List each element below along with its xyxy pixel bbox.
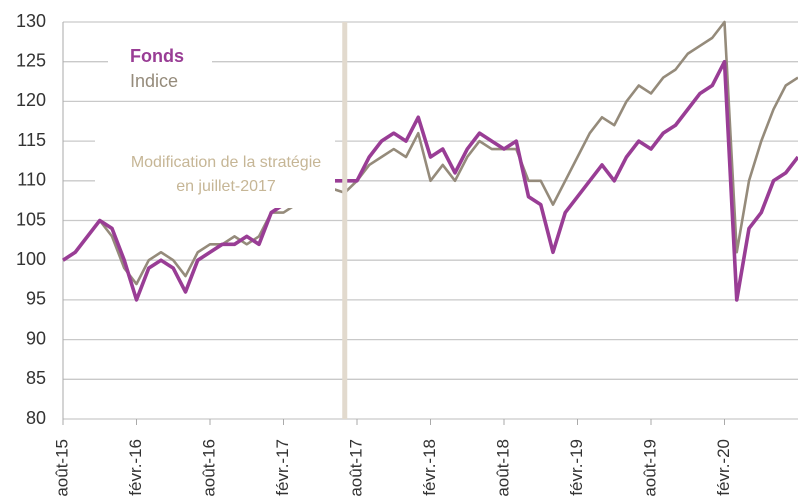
y-tick-label: 85 xyxy=(26,368,46,388)
x-tick-label: août-19 xyxy=(640,439,659,497)
annotation-text: Modification de la stratégie xyxy=(131,154,321,171)
series-line xyxy=(62,59,798,302)
x-tick-label: févr.-17 xyxy=(273,439,292,496)
x-tick-label: août-17 xyxy=(346,439,365,497)
x-tick-label: févr.-16 xyxy=(126,439,145,496)
y-tick-label: 90 xyxy=(26,328,46,348)
y-tick-label: 115 xyxy=(17,130,46,150)
x-tick-label: févr.-20 xyxy=(714,439,733,496)
series-line xyxy=(62,20,798,286)
y-tick-label: 110 xyxy=(17,170,46,190)
x-tick-label: août-15 xyxy=(52,439,71,497)
legend-label: Indice xyxy=(130,71,178,91)
x-tick-label: août-16 xyxy=(199,439,218,497)
legend-box xyxy=(108,40,212,96)
y-tick-label: 100 xyxy=(16,249,46,269)
y-tick-label: 130 xyxy=(16,11,46,31)
x-tick-label: févr.-19 xyxy=(567,439,586,496)
y-tick-label: 95 xyxy=(26,289,46,309)
annotation-box xyxy=(95,140,335,208)
x-tick-label: févr.-18 xyxy=(420,439,439,496)
legend-label: Fonds xyxy=(130,46,184,66)
y-tick-label: 80 xyxy=(26,408,46,428)
y-tick-label: 105 xyxy=(16,209,46,229)
x-tick-label: août-18 xyxy=(493,439,512,497)
y-tick-label: 125 xyxy=(16,50,46,70)
y-tick-label: 120 xyxy=(16,90,46,110)
annotation-text: en juillet-2017 xyxy=(176,178,276,195)
